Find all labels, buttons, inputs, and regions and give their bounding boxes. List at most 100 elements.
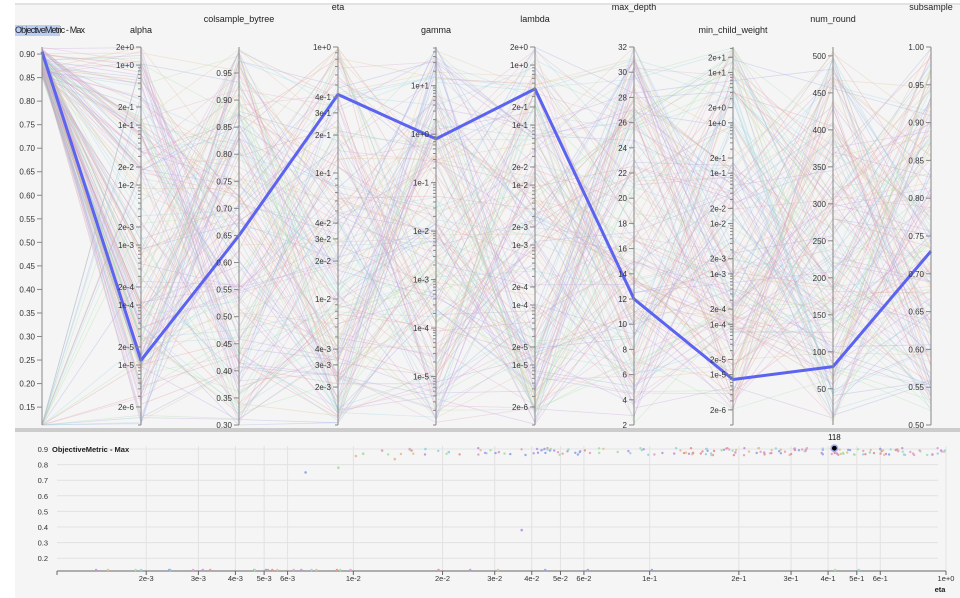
scatter-point [271, 568, 274, 572]
scatter-point [734, 448, 738, 452]
scatter-point [896, 450, 900, 453]
scatter-point [755, 451, 758, 455]
trial-line [41, 65, 932, 378]
tick-label: 12 [618, 295, 627, 304]
y-tick-label: 0.7 [38, 476, 48, 485]
panel-splitter[interactable] [15, 428, 960, 432]
scatter-point [704, 447, 708, 451]
x-tick-label: 1e+0 [938, 574, 955, 583]
scatter-point [687, 452, 691, 455]
tick-label: 0.65 [19, 168, 35, 177]
trial-line [41, 52, 932, 357]
trial-line [41, 50, 932, 336]
scatter-point [842, 452, 845, 455]
axis-title: num_round [810, 14, 856, 24]
axis-eta: eta 1e+0 4e-1 3e-1 2e-1 1e-1 4e-2 3e-2 2e-2 1e-2 4… [313, 2, 344, 426]
trial-line [41, 49, 932, 404]
scatter-point [709, 452, 713, 455]
trial-line [41, 113, 932, 426]
axis-title: colsample_bytree [204, 14, 275, 24]
tick-label: 8 [623, 345, 628, 354]
tick-label: 1e-4 [512, 301, 529, 310]
scatter-plot: 2e-3 3e-3 4e-3 5e-3 6e-3 1e-2 2e-2 3e-2 4e-2 5e-2… [38, 433, 955, 594]
scatter-point [679, 449, 682, 452]
trial-line [41, 50, 932, 364]
trial-line [41, 48, 932, 413]
scatter-point [597, 447, 601, 450]
scatter-point [209, 568, 212, 572]
scatter-point [911, 452, 915, 455]
tick-label: 10 [618, 320, 627, 329]
tick-label: 2e-1 [118, 103, 135, 112]
scatter-point [879, 452, 882, 455]
trial-line [41, 53, 932, 393]
tick-label: 2e-1 [710, 154, 727, 163]
scatter-point [909, 450, 912, 454]
scatter-point [627, 449, 630, 453]
trial-line [41, 51, 932, 411]
y-tick-label: 0.2 [38, 554, 48, 563]
scatter-point [477, 453, 480, 456]
trial-line [41, 57, 932, 304]
x-tick-label: 5e-3 [257, 574, 272, 583]
scatter-point [494, 451, 497, 455]
trial-line [41, 54, 932, 361]
trial-line [41, 55, 932, 372]
trial-line [41, 72, 932, 375]
scatter-point [774, 447, 778, 450]
trial-line [41, 61, 932, 426]
scatter-point [742, 454, 746, 457]
scatter-point [901, 447, 904, 450]
y-tick-label: 0.6 [38, 492, 48, 501]
scatter-point [266, 568, 270, 572]
scatter-point [770, 448, 773, 452]
scatter-point [883, 453, 886, 457]
trial-line [41, 58, 932, 418]
tick-label: 0.60 [908, 345, 924, 354]
tick-label: 30 [618, 68, 627, 77]
trial-line [41, 45, 932, 384]
tick-label: 2e-6 [118, 403, 135, 412]
trial-line [41, 63, 932, 401]
tick-label: 6 [623, 371, 628, 380]
trial-line [41, 62, 932, 391]
highlighted-point[interactable] [831, 445, 837, 451]
scatter-point [520, 528, 523, 532]
tick-label: 2e-2 [315, 257, 332, 266]
trial-line [41, 76, 932, 417]
highlighted-trial-line[interactable] [40, 51, 933, 381]
scatter-point [586, 568, 589, 572]
tick-label: 100 [813, 348, 827, 357]
tick-label: 22 [618, 169, 627, 178]
axis-alpha: alpha 2e+0 1e+0 2e-1 1e-1 2e-2 1e-2 2e-3 1e-3 2e-… [116, 25, 152, 426]
trial-line [41, 59, 932, 328]
trial-line [41, 48, 932, 426]
trial-line [41, 55, 932, 412]
axis-num-round: num_round 50 100 150 200 250 300 350 400 450 500 [810, 14, 856, 425]
scatter-point [437, 568, 440, 572]
trial-line [41, 46, 932, 367]
scatter-plot-background [15, 432, 960, 598]
trial-line [41, 47, 932, 419]
scatter-point [862, 449, 865, 453]
tick-label: 0.60 [216, 259, 232, 268]
tick-label: 4e-3 [315, 345, 332, 354]
trial-line [41, 50, 932, 377]
x-axis-label: eta [935, 585, 947, 594]
tick-label: 250 [813, 237, 827, 246]
tick-label: 2e-5 [710, 355, 727, 364]
scatter-point [673, 452, 676, 455]
trial-line [41, 116, 932, 426]
trial-line [41, 51, 932, 388]
scatter-point [168, 568, 171, 572]
tick-label: 1e-1 [512, 121, 529, 130]
trial-line [41, 59, 932, 410]
highlighted-trial-polyline [40, 51, 933, 381]
scatter-point [387, 453, 390, 456]
x-tick-label: 1e-2 [346, 574, 361, 583]
tick-label: 1e-3 [413, 276, 430, 285]
trial-line [41, 63, 932, 426]
tick-label: 1e+0 [116, 61, 135, 70]
